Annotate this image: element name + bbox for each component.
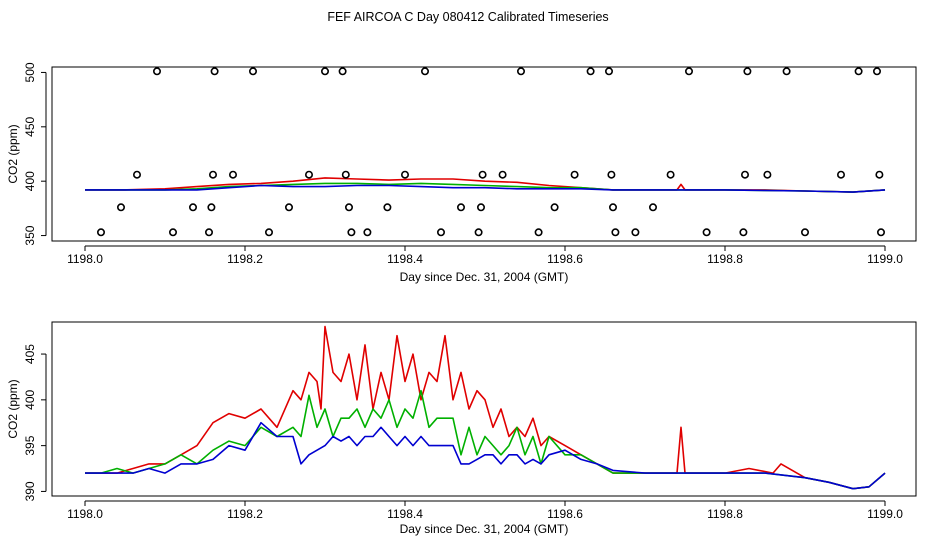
top-x-tick-label: 1198.6 [547, 252, 583, 266]
top-data-marker [133, 170, 142, 179]
top-data-marker [205, 228, 214, 237]
top-data-marker [209, 170, 218, 179]
top-data-marker [420, 67, 429, 76]
top-data-marker [666, 170, 675, 179]
top-x-tick-label: 1198.8 [707, 252, 743, 266]
top-y-tick-label: 450 [23, 116, 37, 136]
top-series-blue [85, 184, 886, 193]
bottom-x-tick-label: 1198.8 [707, 507, 743, 521]
top-y-axis-title: CO2 (ppm) [6, 124, 20, 183]
top-y-tick-label: 400 [23, 171, 37, 191]
bottom-series-green [85, 389, 886, 490]
bottom-y-tick-label: 400 [23, 390, 37, 410]
bottom-panel: 1198.0 1198.2 1198.4 1198.6 1198.8 1199.0 390 3… [6, 321, 917, 536]
top-x-tick-label: 1199.0 [867, 252, 903, 266]
top-data-marker [763, 170, 772, 179]
top-data-marker [550, 203, 559, 212]
top-data-marker [604, 67, 613, 76]
top-data-marker [117, 203, 126, 212]
top-panel: 1198.0 1198.2 1198.4 1198.6 1198.8 1199.0 350 4… [6, 62, 917, 284]
top-data-marker [249, 67, 258, 76]
top-y-tick-label: 500 [23, 62, 37, 82]
bottom-series-blue [85, 421, 886, 490]
top-y-tick-label: 350 [23, 225, 37, 245]
top-x-tick-label: 1198.4 [387, 252, 423, 266]
top-data-marker [854, 67, 863, 76]
top-x-tick-label: 1198.0 [67, 252, 103, 266]
top-data-marker [320, 67, 329, 76]
top-x-tick-label: 1198.2 [227, 252, 263, 266]
top-plot-frame [51, 66, 917, 242]
top-data-marker [631, 228, 640, 237]
bottom-series-red [85, 325, 886, 490]
top-data-marker [740, 170, 749, 179]
top-data-marker [229, 170, 238, 179]
top-data-marker [702, 228, 711, 237]
bottom-y-tick-label: 395 [23, 435, 37, 455]
top-data-marker [743, 67, 752, 76]
bottom-y-axis-title: CO2 (ppm) [6, 379, 20, 438]
top-axes: 1198.0 1198.2 1198.4 1198.6 1198.8 1199.0 350 4… [23, 62, 903, 266]
bottom-plot-frame [51, 321, 917, 497]
top-data-marker [739, 228, 748, 237]
bottom-x-tick-label: 1198.4 [387, 507, 423, 521]
top-data-marker [264, 228, 273, 237]
top-data-marker [341, 170, 350, 179]
top-data-marker [153, 67, 162, 76]
bottom-axes: 1198.0 1198.2 1198.4 1198.6 1198.8 1199.0 390 3… [23, 325, 903, 521]
top-data-marker [782, 67, 791, 76]
top-data-marker [304, 170, 313, 179]
top-data-marker [684, 67, 693, 76]
top-data-marker [363, 228, 372, 237]
top-data-marker [608, 203, 617, 212]
top-data-marker [478, 170, 487, 179]
top-data-marker [648, 203, 657, 212]
bottom-x-tick-label: 1198.0 [67, 507, 103, 521]
top-data-marker [383, 203, 392, 212]
top-data-marker [872, 67, 881, 76]
top-data-marker [456, 203, 465, 212]
top-data-marker [836, 170, 845, 179]
top-data-marker [875, 170, 884, 179]
top-data-marker [607, 170, 616, 179]
bottom-x-tick-label: 1198.2 [227, 507, 263, 521]
top-data-marker [534, 228, 543, 237]
chart-title: FEF AIRCOA C Day 080412 Calibrated Times… [327, 10, 608, 24]
top-data-marker [207, 203, 216, 212]
bottom-y-tick-label: 405 [23, 344, 37, 364]
top-data-marker [344, 203, 353, 212]
top-data-marker [611, 228, 620, 237]
top-data-marker [284, 203, 293, 212]
top-data-marker [570, 170, 579, 179]
bottom-x-axis-title: Day since Dec. 31, 2004 (GMT) [400, 522, 569, 536]
top-data-marker [800, 228, 809, 237]
top-data-marker [586, 67, 595, 76]
top-data-marker [338, 67, 347, 76]
top-data-marker [436, 228, 445, 237]
top-data-marker [476, 203, 485, 212]
top-x-axis-title: Day since Dec. 31, 2004 (GMT) [400, 270, 569, 284]
top-data-marker [474, 228, 483, 237]
top-data-marker [400, 170, 409, 179]
bottom-x-tick-label: 1198.6 [547, 507, 583, 521]
top-data-marker [498, 170, 507, 179]
bottom-y-tick-label: 390 [23, 481, 37, 501]
top-data-marker [210, 67, 219, 76]
top-data-marker [169, 228, 178, 237]
bottom-x-tick-label: 1199.0 [867, 507, 903, 521]
top-data-marker [516, 67, 525, 76]
top-data-marker [189, 203, 198, 212]
top-data-marker [97, 228, 106, 237]
top-data-marker [876, 228, 885, 237]
top-data-marker [347, 228, 356, 237]
